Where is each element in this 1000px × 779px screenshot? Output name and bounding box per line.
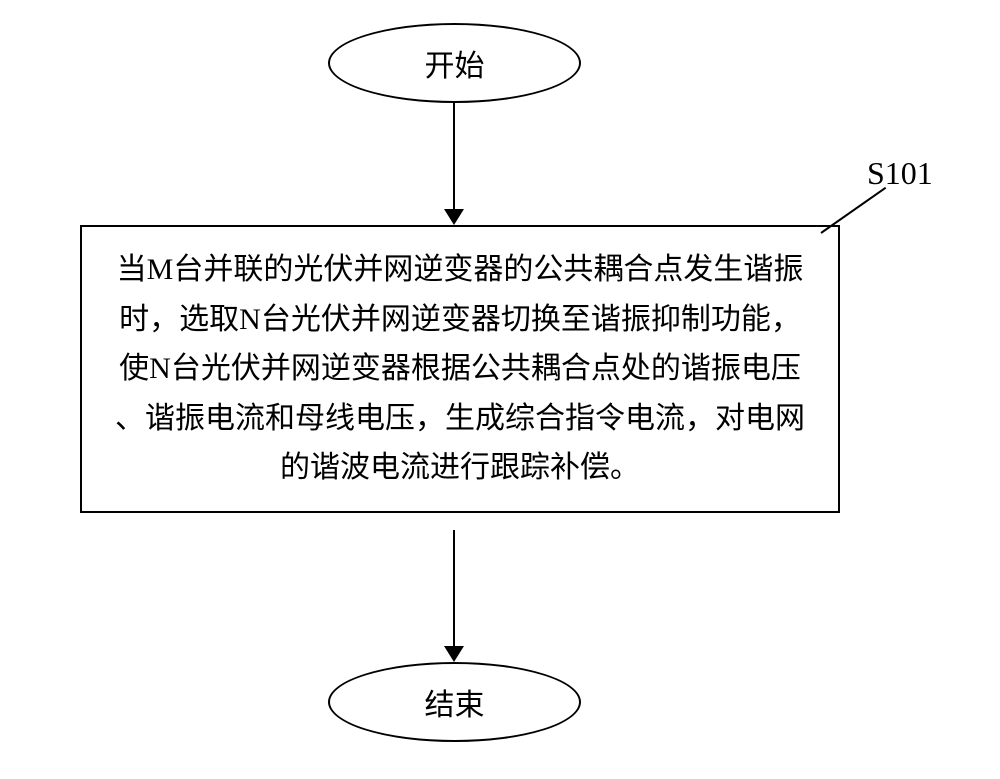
s101-line-2: 使N台光伏并网逆变器根据公共耦合点处的谐振电压	[100, 344, 820, 394]
start-label: 开始	[425, 41, 485, 85]
flowchart-canvas: 开始 当M台并联的光伏并网逆变器的公共耦合点发生谐振 时，选取N台光伏并网逆变器…	[0, 0, 1000, 779]
edge-s101-to-end	[453, 530, 455, 648]
s101-line-0: 当M台并联的光伏并网逆变器的公共耦合点发生谐振	[100, 245, 820, 295]
callout-line	[820, 187, 886, 234]
start-node: 开始	[328, 23, 581, 103]
s101-line-1: 时，选取N台光伏并网逆变器切换至谐振抑制功能，	[100, 295, 820, 345]
s101-line-3: 、谐振电流和母线电压，生成综合指令电流，对电网	[100, 394, 820, 444]
edge-start-to-s101-head	[444, 209, 464, 225]
edge-start-to-s101	[453, 103, 455, 211]
s101-line-4: 的谐波电流进行跟踪补偿。	[100, 443, 820, 493]
s101-node: 当M台并联的光伏并网逆变器的公共耦合点发生谐振 时，选取N台光伏并网逆变器切换至…	[80, 225, 840, 513]
callout-label: S101	[867, 155, 933, 192]
end-label: 结束	[425, 680, 485, 724]
edge-s101-to-end-head	[444, 646, 464, 662]
end-node: 结束	[328, 662, 581, 742]
